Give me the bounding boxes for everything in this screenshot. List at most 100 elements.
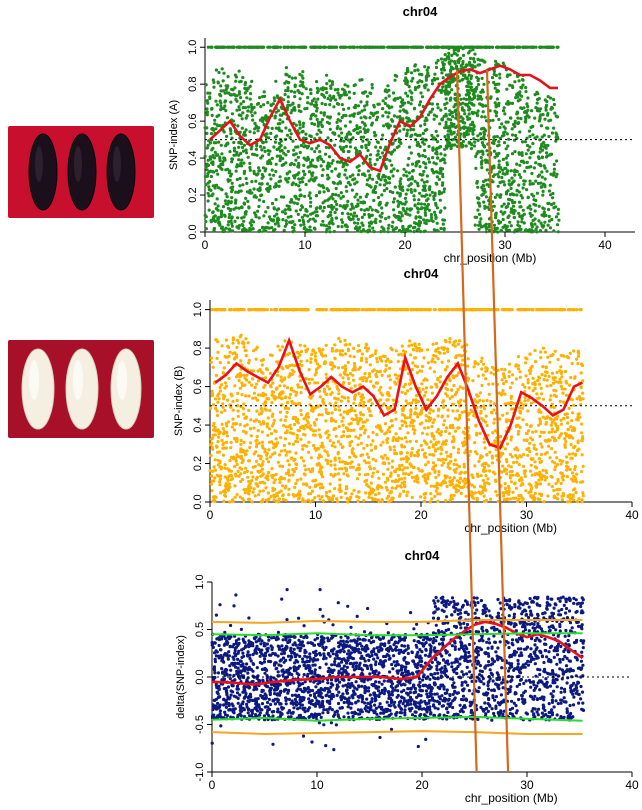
- data-point: [417, 84, 421, 88]
- data-point: [423, 148, 427, 153]
- data-point: [210, 148, 214, 152]
- data-point: [336, 500, 340, 504]
- data-point: [412, 198, 416, 202]
- data-point: [324, 230, 328, 234]
- data-point: [297, 165, 301, 169]
- data-point: [399, 104, 403, 109]
- data-point: [304, 308, 308, 312]
- data-point: [311, 171, 315, 175]
- data-point: [273, 397, 277, 401]
- data-point: [296, 308, 300, 312]
- data-point: [322, 113, 326, 117]
- data-point: [504, 166, 508, 171]
- data-point: [286, 406, 290, 411]
- data-point: [216, 440, 220, 444]
- data-point: [284, 178, 288, 182]
- data-point: [399, 117, 403, 121]
- data-point: [285, 386, 290, 390]
- data-point: [337, 134, 341, 138]
- data-point: [217, 430, 221, 434]
- data-point: [239, 161, 243, 165]
- data-point: [534, 179, 538, 183]
- data-point: [321, 201, 325, 205]
- data-point: [264, 393, 268, 397]
- data-point: [272, 418, 276, 422]
- data-point: [433, 193, 437, 197]
- data-point: [354, 103, 358, 107]
- data-point: [335, 126, 339, 131]
- data-point: [353, 384, 357, 388]
- data-point: [341, 194, 345, 199]
- data-point: [286, 149, 290, 153]
- data-point: [478, 204, 482, 208]
- data-point: [376, 470, 380, 474]
- data-point: [438, 122, 442, 126]
- data-point: [499, 220, 503, 224]
- data-point: [248, 221, 252, 225]
- data-point: [356, 499, 360, 503]
- data-point: [262, 214, 266, 218]
- data-point: [369, 91, 373, 95]
- data-point: [234, 206, 238, 210]
- data-point: [436, 229, 440, 233]
- data-point: [311, 429, 315, 433]
- data-point: [309, 357, 313, 361]
- data-point: [381, 99, 385, 103]
- data-point: [266, 433, 270, 437]
- data-point: [453, 135, 458, 139]
- data-point: [294, 173, 298, 177]
- data-point: [212, 421, 216, 426]
- data-point: [443, 53, 447, 57]
- data-point: [284, 153, 288, 157]
- data-point: [309, 45, 313, 49]
- data-point: [352, 428, 356, 432]
- data-point: [288, 128, 292, 132]
- data-point: [411, 76, 415, 80]
- data-point: [390, 163, 394, 167]
- data-point: [288, 396, 292, 400]
- data-point: [224, 338, 228, 342]
- data-point: [242, 412, 246, 416]
- data-point: [284, 364, 288, 368]
- data-point: [286, 352, 290, 357]
- data-point: [524, 90, 528, 94]
- data-point: [247, 380, 251, 384]
- data-point: [341, 416, 345, 420]
- data-point: [345, 204, 349, 208]
- data-point: [400, 214, 404, 218]
- data-point: [315, 132, 319, 136]
- data-point: [268, 455, 272, 459]
- data-point: [404, 71, 408, 76]
- data-point: [235, 177, 239, 182]
- data-point: [300, 83, 304, 87]
- data-point: [406, 45, 410, 49]
- data-point: [278, 118, 282, 122]
- data-point: [361, 139, 365, 143]
- data-point: [339, 399, 343, 403]
- data-point: [421, 154, 425, 158]
- data-point: [463, 112, 467, 116]
- data-point: [261, 141, 265, 145]
- data-point: [444, 124, 448, 128]
- data-point: [467, 60, 472, 64]
- data-point: [234, 190, 238, 194]
- data-point: [324, 431, 328, 435]
- data-point: [351, 465, 355, 469]
- data-point: [254, 477, 258, 481]
- data-point: [293, 45, 297, 49]
- data-point: [272, 173, 276, 177]
- data-point: [285, 429, 289, 433]
- data-point: [476, 77, 480, 81]
- data-point: [291, 181, 295, 185]
- data-point: [238, 423, 242, 427]
- data-point: [244, 210, 248, 214]
- data-point: [494, 73, 498, 78]
- data-point: [540, 185, 544, 189]
- data-point: [524, 152, 528, 156]
- data-point: [296, 45, 300, 49]
- data-point: [407, 225, 411, 229]
- data-point: [509, 224, 513, 228]
- data-point: [324, 224, 329, 228]
- data-point: [502, 202, 506, 206]
- data-point: [326, 166, 330, 171]
